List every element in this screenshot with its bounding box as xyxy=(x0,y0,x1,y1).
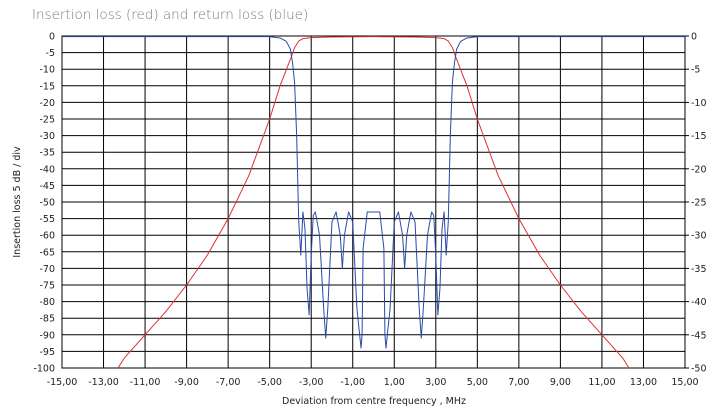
x-axis-label: Deviation from centre frequency , MHz xyxy=(282,396,466,407)
y-right-tick-label: -45 xyxy=(691,330,707,341)
x-tick-label: 1,00 xyxy=(384,377,405,388)
x-tick-label: 15,00 xyxy=(671,377,698,388)
y-right-tick-label: -35 xyxy=(691,264,707,275)
x-tick-label: 5,00 xyxy=(467,377,488,388)
y-left-tick-label: -75 xyxy=(39,281,55,292)
chart-title: Insertion loss (red) and return loss (bl… xyxy=(32,7,309,23)
y-left-tick-label: -45 xyxy=(39,181,55,192)
y-left-tick-label: -20 xyxy=(39,98,55,109)
y-left-tick-label: -30 xyxy=(39,131,55,142)
y-left-tick-label: -65 xyxy=(39,247,55,258)
y-right-tick-labels: 0 -5 -10 -15 -20 -25 -30 -35 -40 -45 -50 xyxy=(685,32,707,375)
y-right-tick-label: -10 xyxy=(691,98,707,109)
y-left-tick-label: -25 xyxy=(39,115,55,126)
x-tick-label: 11,00 xyxy=(588,377,615,388)
y-right-tick-label: -25 xyxy=(691,198,707,209)
y-left-tick-label: -95 xyxy=(39,347,55,358)
y-left-tick-labels: 0 -5 -10 -15 -20 -25 -30 -35 -40 -45 -50 -55 -60 -65 -… xyxy=(33,32,55,375)
y-right-tick-label: -15 xyxy=(691,131,707,142)
x-tick-label: -9,00 xyxy=(174,377,199,388)
x-tick-label: 3,00 xyxy=(425,377,446,388)
x-tick-label: -5,00 xyxy=(257,377,282,388)
x-tick-label: 13,00 xyxy=(630,377,657,388)
y-right-tick-label: -40 xyxy=(691,297,707,308)
y-right-tick-label: 0 xyxy=(691,32,697,43)
y-left-tick-label: -55 xyxy=(39,214,55,225)
y-left-tick-label: -85 xyxy=(39,314,55,325)
y-left-tick-label: -10 xyxy=(39,65,55,76)
x-tick-label: -1,00 xyxy=(340,377,365,388)
y-left-tick-label: -90 xyxy=(39,330,55,341)
x-tick-label: -13,00 xyxy=(88,377,119,388)
y-right-tick-label: -20 xyxy=(691,164,707,175)
x-tick-label: -15,00 xyxy=(47,377,78,388)
series-lines xyxy=(62,36,685,369)
grid xyxy=(61,35,686,369)
x-tick-label: 7,00 xyxy=(508,377,529,388)
y-left-tick-label: -60 xyxy=(39,231,55,242)
y-left-tick-label: 0 xyxy=(49,32,55,43)
x-tick-label: -7,00 xyxy=(216,377,241,388)
y-left-tick-label: -5 xyxy=(46,48,55,59)
y-right-tick-label: -30 xyxy=(691,231,707,242)
y-axis-label: Insertion loss 5 dB / div xyxy=(12,146,23,258)
return-loss-line xyxy=(62,36,685,349)
y-left-tick-label: -15 xyxy=(39,81,55,92)
x-tick-labels: -15,00 -13,00 -11,00 -9,00 -7,00 -5,00 -3,00 -1… xyxy=(47,377,699,388)
x-tick-label: 9,00 xyxy=(550,377,571,388)
y-right-tick-label: -5 xyxy=(691,65,700,76)
y-left-tick-label: -70 xyxy=(39,264,55,275)
y-left-tick-label: -100 xyxy=(33,364,55,375)
x-tick-label: -11,00 xyxy=(130,377,161,388)
y-left-tick-label: -35 xyxy=(39,148,55,159)
x-tick-label: -3,00 xyxy=(299,377,324,388)
insertion-loss-line xyxy=(117,36,630,369)
y-left-tick-label: -40 xyxy=(39,164,55,175)
y-left-tick-label: -50 xyxy=(39,198,55,209)
y-right-tick-label: -50 xyxy=(691,364,707,375)
y-left-tick-label: -80 xyxy=(39,297,55,308)
